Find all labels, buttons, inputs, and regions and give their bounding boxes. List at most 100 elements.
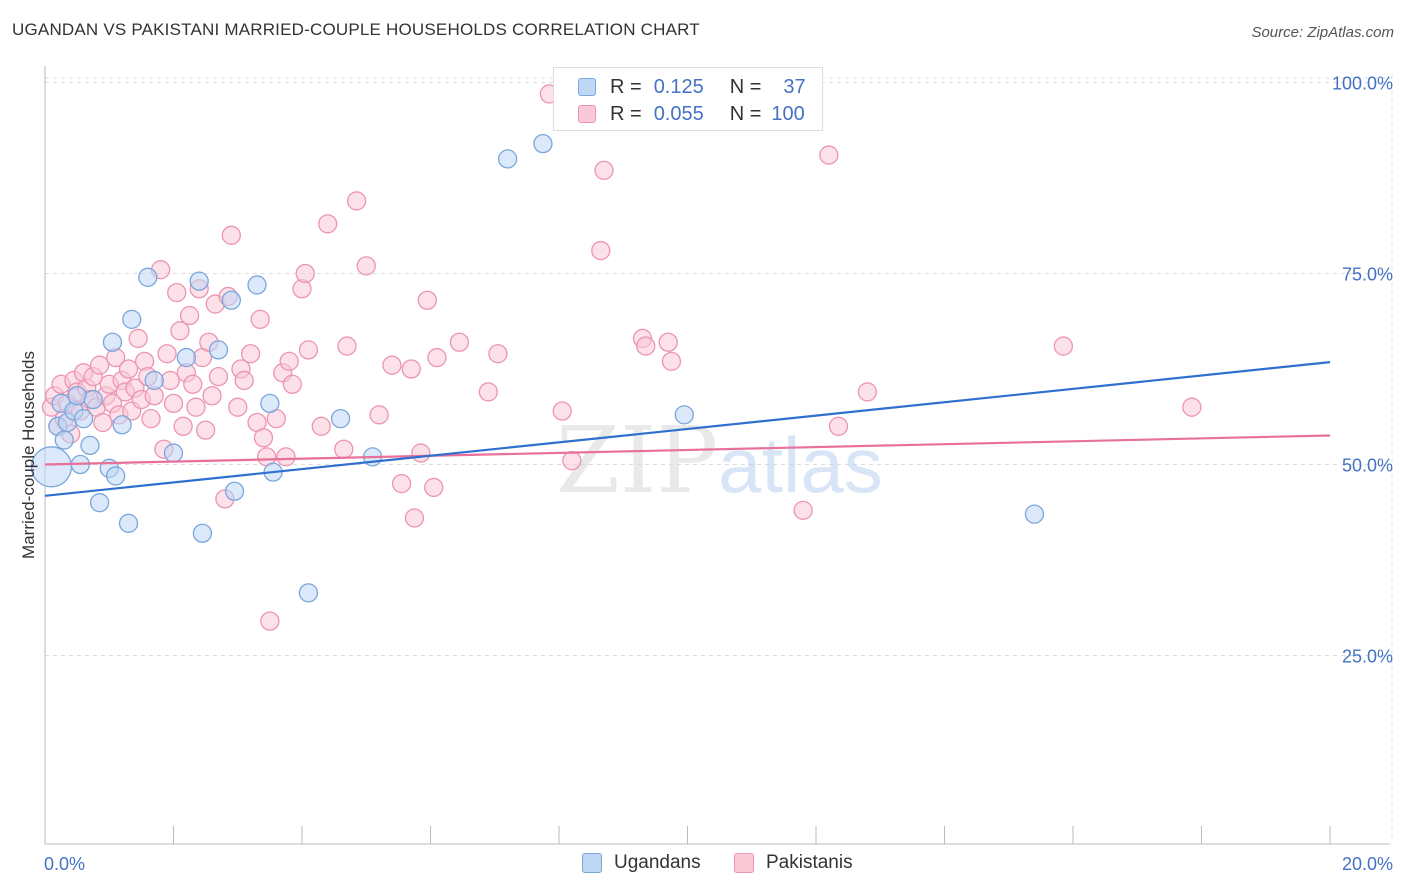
pakistanis-point (298, 340, 319, 360)
pakistanis-point (141, 409, 161, 429)
ugandans-point (80, 435, 100, 456)
ugandans-point (260, 393, 280, 414)
pakistanis-point (661, 351, 682, 372)
pakistanis-point (250, 309, 270, 329)
x-tick-label: 0.0% (44, 854, 85, 874)
pakistanis-point (167, 282, 187, 303)
n-label: N = (729, 102, 762, 125)
pakistanis-point (179, 305, 200, 326)
source-credit: Source: ZipAtlas.com (1251, 24, 1394, 41)
ugandans-trend-line (44, 361, 1331, 497)
legend-row-pakistanis: R = 0.055 N = 100 (578, 102, 805, 126)
pakistanis-point (449, 332, 470, 352)
legend-row-ugandans: R = 0.125 N = 37 (578, 75, 806, 99)
pakistanis-point (488, 344, 508, 364)
ugandans-point (138, 267, 158, 287)
ugandans-point (192, 523, 213, 543)
pakistanis-point (658, 332, 678, 352)
pakistanis-point (253, 428, 274, 448)
ugandans-point (189, 271, 209, 291)
pakistanis-point (478, 382, 498, 402)
legend-item-ugandans[interactable]: Ugandans (582, 852, 701, 874)
trend-lines (44, 361, 1331, 497)
y-tick-label: 50.0% (1342, 456, 1393, 476)
pakistanis-point (424, 477, 444, 498)
ugandans-point (497, 149, 518, 169)
ugandans-point (54, 430, 74, 450)
pakistanis-point (552, 401, 572, 421)
correlation-legend: R = 0.125 N = 37 R = 0.055 N = 100 (553, 67, 823, 131)
pakistanis-point (857, 382, 878, 402)
pakistanis-point (404, 508, 425, 528)
legend-label-pakistanis: Pakistanis (766, 852, 853, 873)
tick-labels: 25.0% 50.0% 75.0% 100.0% 0.0% 20.0% (44, 74, 1393, 875)
r-label: R = (610, 102, 642, 125)
ugandans-point (73, 409, 94, 429)
pakistanis-point (160, 370, 180, 391)
ugandans-point (330, 409, 351, 429)
y-axis-label: Married-couple Households (19, 351, 38, 559)
pakistanis-trend-line (44, 434, 1331, 466)
pakistanis-point (1053, 336, 1074, 356)
pakistanis-point (279, 351, 299, 372)
ugandans-point (298, 583, 319, 603)
ugandans-point (118, 513, 139, 533)
pakistanis-point (202, 386, 222, 406)
pakistanis-point (128, 328, 148, 349)
pakistanis-point (636, 336, 656, 356)
ugandans-point (176, 347, 197, 368)
pakistanis-point (228, 397, 248, 417)
pakistanis-point (562, 451, 582, 471)
ugandans-point (89, 493, 110, 513)
r-label: R = (610, 75, 642, 98)
y-tick-label: 75.0% (1342, 265, 1393, 285)
pakistanis-point (1182, 397, 1202, 417)
ugandans-point (67, 386, 87, 406)
pakistanis-point (382, 355, 402, 375)
ugandans-point (102, 332, 123, 352)
pakistanis-point (311, 416, 331, 436)
pakistanis-point (282, 374, 303, 394)
pakistanis-point (334, 439, 354, 459)
ugandans-point (112, 415, 132, 435)
pakistanis-point (356, 256, 376, 276)
n-value: 100 (771, 102, 805, 125)
pakistanis-point (183, 374, 203, 394)
pakistanis-point (793, 500, 813, 520)
ugandans-point (122, 309, 142, 329)
pakistanis-point (170, 321, 190, 341)
ugandans-point (208, 340, 229, 360)
ugandans-point (106, 466, 126, 486)
pakistanis-point (173, 416, 193, 436)
r-value: 0.055 (653, 102, 704, 125)
pakistanis-point (337, 336, 357, 356)
watermark-atlas: atlas (718, 421, 883, 509)
y-tick-label: 25.0% (1342, 647, 1393, 667)
ugandans-point (1024, 504, 1045, 524)
legend-label-ugandans: Ugandans (614, 852, 701, 873)
pakistanis-point (221, 225, 241, 245)
pakistanis-point (417, 290, 437, 310)
pakistanis-point (295, 263, 315, 284)
pakistanis-point (276, 447, 296, 467)
series-legend: Ugandans Pakistanis (0, 852, 1406, 876)
pakistanis-point (163, 393, 184, 414)
legend-item-pakistanis[interactable]: Pakistanis (734, 852, 853, 874)
pakistanis-point (391, 473, 412, 494)
ugandans-point (224, 481, 245, 501)
ugandans-point (247, 275, 267, 295)
ugandans-point (163, 443, 184, 463)
pakistanis-point (411, 443, 431, 463)
ugandans-point (144, 370, 164, 391)
pakistanis-point (369, 405, 389, 425)
ugandans-points (30, 133, 1045, 603)
n-label: N = (729, 75, 762, 98)
y-tick-label: 100.0% (1332, 74, 1393, 94)
pakistanis-point (89, 355, 110, 375)
pakistanis-point (318, 214, 338, 234)
n-value: 37 (783, 75, 806, 98)
pakistanis-point (427, 347, 447, 368)
chart-title: UGANDAN VS PAKISTANI MARRIED-COUPLE HOUS… (12, 20, 700, 39)
pakistanis-point (157, 344, 177, 364)
